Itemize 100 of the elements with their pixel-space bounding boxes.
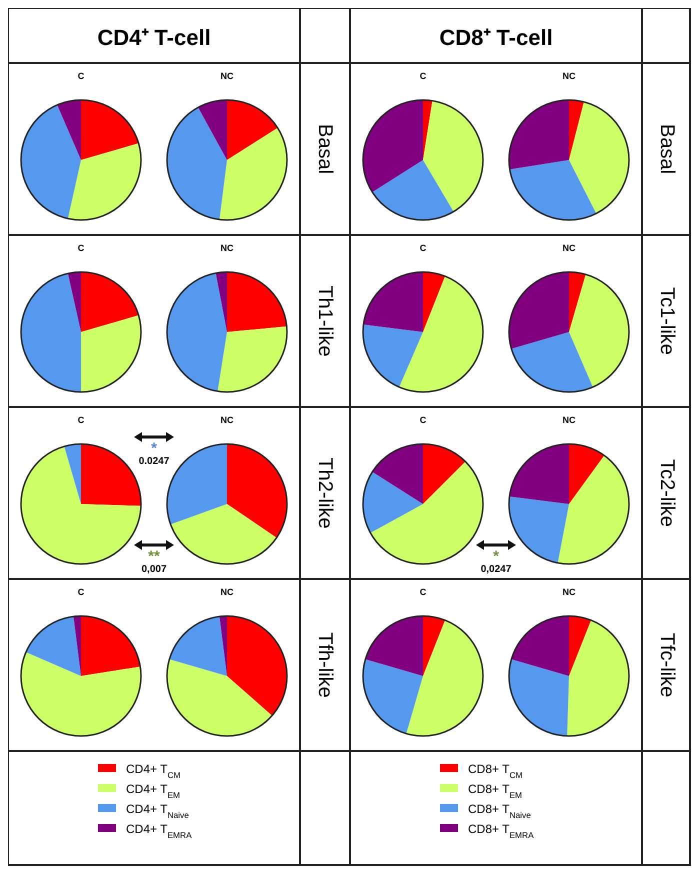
chart-title: NC bbox=[562, 587, 576, 597]
pie-slice bbox=[510, 160, 596, 220]
chart-title: C bbox=[420, 71, 427, 81]
pie-slice bbox=[423, 100, 432, 160]
pie-slice bbox=[170, 504, 277, 564]
pie-slice bbox=[169, 616, 227, 676]
pie-slice bbox=[167, 444, 227, 524]
text: Th2-like bbox=[314, 457, 336, 529]
pie-slice bbox=[21, 273, 81, 392]
chart-title: C bbox=[78, 415, 85, 425]
chart-title: C bbox=[420, 243, 427, 253]
pie-slice bbox=[372, 444, 423, 504]
chart-title: NC bbox=[220, 587, 234, 597]
pie-slice bbox=[406, 620, 483, 736]
pie-slice bbox=[363, 472, 423, 533]
pie-slice bbox=[509, 100, 569, 170]
pie-slice bbox=[509, 272, 569, 349]
text: 0.0247 bbox=[138, 456, 170, 467]
pie-slice bbox=[73, 616, 81, 676]
pie-slice bbox=[363, 659, 423, 734]
pie-slice bbox=[219, 128, 287, 220]
pie-slice bbox=[569, 616, 592, 676]
chart-title: C bbox=[78, 71, 85, 81]
chart-title: NC bbox=[220, 71, 234, 81]
pie-slice bbox=[423, 616, 446, 676]
pie-slice bbox=[167, 659, 272, 736]
pie-slice bbox=[365, 616, 423, 676]
text: Basal bbox=[314, 124, 336, 174]
pie-slice bbox=[26, 616, 81, 676]
pie-slice bbox=[569, 444, 604, 504]
pie-slice bbox=[227, 616, 287, 716]
chart-title: NC bbox=[562, 243, 576, 253]
pie-slice bbox=[363, 100, 423, 192]
pie-slice bbox=[567, 620, 629, 736]
pie-slice bbox=[81, 100, 139, 160]
text: CD8⁺ T-cell bbox=[439, 25, 553, 50]
pie-slice bbox=[363, 324, 423, 388]
pie-slice bbox=[227, 272, 287, 332]
pie-slice bbox=[569, 102, 629, 214]
pie-slice bbox=[423, 444, 466, 504]
text: Tc2-like bbox=[656, 459, 678, 527]
chart-title: C bbox=[420, 587, 427, 597]
pie-slice bbox=[81, 272, 139, 332]
pie-slice bbox=[57, 100, 81, 160]
pie-slice bbox=[399, 276, 483, 392]
chart-title: NC bbox=[562, 415, 576, 425]
pie-slice bbox=[167, 273, 227, 392]
pie-slice bbox=[509, 659, 569, 736]
legend-label: CD4+ T$_{CM}$ bbox=[126, 762, 181, 780]
legend-label: CD8+ T$_{EM}$ bbox=[468, 782, 522, 800]
chart-title: C bbox=[78, 243, 85, 253]
chart-title: NC bbox=[220, 243, 234, 253]
pie-slice bbox=[167, 107, 227, 220]
pie-slice bbox=[68, 143, 141, 220]
chart-title: C bbox=[78, 587, 85, 597]
text: CD4⁺ T-cell bbox=[97, 25, 211, 50]
pie-slice bbox=[569, 274, 629, 388]
text: Tfh-like bbox=[314, 632, 336, 698]
pie-slice bbox=[569, 100, 584, 160]
pie-slice bbox=[423, 272, 446, 332]
pie-slice bbox=[219, 616, 227, 676]
text: Basal bbox=[656, 124, 678, 174]
pie-slice bbox=[363, 272, 423, 332]
legend-label: CD8+ T$_{CM}$ bbox=[468, 762, 523, 780]
text: Tfc-like bbox=[656, 632, 678, 698]
pie-slice bbox=[21, 446, 141, 564]
text: ** bbox=[148, 548, 160, 565]
chart-title: NC bbox=[220, 415, 234, 425]
pie-slice bbox=[198, 100, 227, 160]
pie-slice bbox=[216, 272, 227, 332]
chart-title: C bbox=[420, 415, 427, 425]
text: * bbox=[493, 548, 500, 565]
pie-slice bbox=[509, 444, 569, 504]
pie-slice bbox=[81, 616, 140, 676]
pie-slice bbox=[21, 104, 81, 219]
text: Tc1-like bbox=[656, 287, 678, 355]
legend-label: CD4+ T$_{EM}$ bbox=[126, 782, 180, 800]
pie-slice bbox=[68, 272, 81, 332]
pie-slice bbox=[64, 444, 81, 504]
legend-label: CD8+ T$_{Naive}$ bbox=[468, 802, 532, 820]
pie-slice bbox=[569, 272, 586, 332]
text: 0,0247 bbox=[480, 564, 512, 575]
text: Th1-like bbox=[314, 285, 336, 357]
pie-slice bbox=[218, 326, 287, 392]
pie-slice bbox=[509, 496, 569, 563]
pie-slice bbox=[372, 160, 454, 220]
legend-label: CD4+ T$_{EMRA}$ bbox=[126, 822, 192, 840]
pie-slice bbox=[511, 332, 593, 392]
pie-slice bbox=[558, 455, 629, 564]
pie-slice bbox=[81, 444, 141, 506]
text: * bbox=[151, 440, 158, 457]
chart-title: NC bbox=[562, 71, 576, 81]
pie-slice bbox=[227, 100, 278, 160]
pie-slice bbox=[370, 462, 483, 564]
pie-slice bbox=[81, 315, 141, 392]
text: 0,007 bbox=[141, 564, 167, 575]
pie-slice bbox=[423, 100, 483, 212]
pie-slice bbox=[227, 444, 287, 538]
legend-label: CD8+ T$_{EMRA}$ bbox=[468, 822, 534, 840]
pie-slice bbox=[21, 652, 141, 736]
